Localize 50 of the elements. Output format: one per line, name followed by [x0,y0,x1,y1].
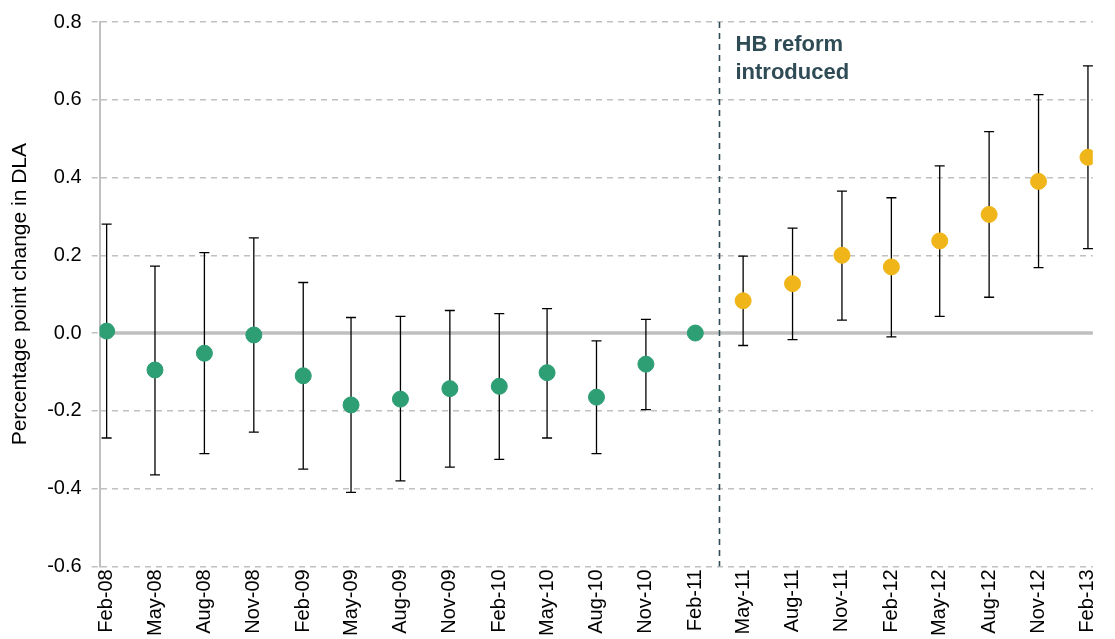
x-tick-label: Feb-12 [878,569,901,633]
x-tick-label: Aug-08 [191,569,214,634]
point [538,364,556,382]
point [833,246,851,264]
y-tick-label: 0.2 [53,242,82,265]
x-tick-label: May-12 [927,569,950,637]
x-tick-label: Nov-11 [829,569,852,633]
y-tick-label: 0.6 [53,87,82,110]
point [294,367,312,385]
y-tick-label: 0.0 [53,320,82,343]
x-tick-label: Aug-12 [976,569,999,634]
x-tick-label: Feb-10 [486,569,509,633]
point [490,377,508,395]
point [1030,172,1048,190]
y-tick-label: -0.6 [47,553,82,576]
point [784,275,802,293]
point [980,205,998,223]
x-tick-label: Aug-10 [584,569,607,634]
x-tick-label: Aug-09 [387,569,410,634]
point [734,292,752,310]
x-tick-label: May-10 [534,569,557,637]
x-tick-label: Feb-08 [94,569,117,633]
x-tick-label: Aug-11 [780,569,803,633]
x-tick-label: Feb-13 [1075,569,1098,633]
point [146,361,164,379]
point [637,355,655,373]
point [588,388,605,406]
x-tick-label: May-09 [338,569,361,637]
x-tick-label: Nov-09 [437,569,460,634]
ref-line-label: HB reform introduced [735,31,850,85]
y-tick-label: 0.4 [53,165,82,188]
y-tick-label: 0.8 [53,9,82,32]
x-tick-label: Feb-11 [682,569,705,632]
point [882,258,900,276]
x-tick-label: Nov-12 [1026,569,1049,634]
point [245,326,263,344]
y-tick-label: -0.4 [47,476,82,499]
x-tick-label: Nov-10 [633,569,656,634]
point [931,232,949,250]
x-tick-label: Feb-09 [290,569,313,633]
x-tick-label: May-08 [142,569,165,637]
point [342,396,360,414]
x-tick-label: Nov-08 [241,569,264,634]
point [391,390,409,408]
y-tick-label: -0.2 [47,398,82,421]
point [195,344,213,362]
x-tick-label: May-11 [730,569,753,635]
point [686,324,704,342]
y-axis-title: Percentage point change in DLA [7,142,31,446]
point [441,380,459,398]
